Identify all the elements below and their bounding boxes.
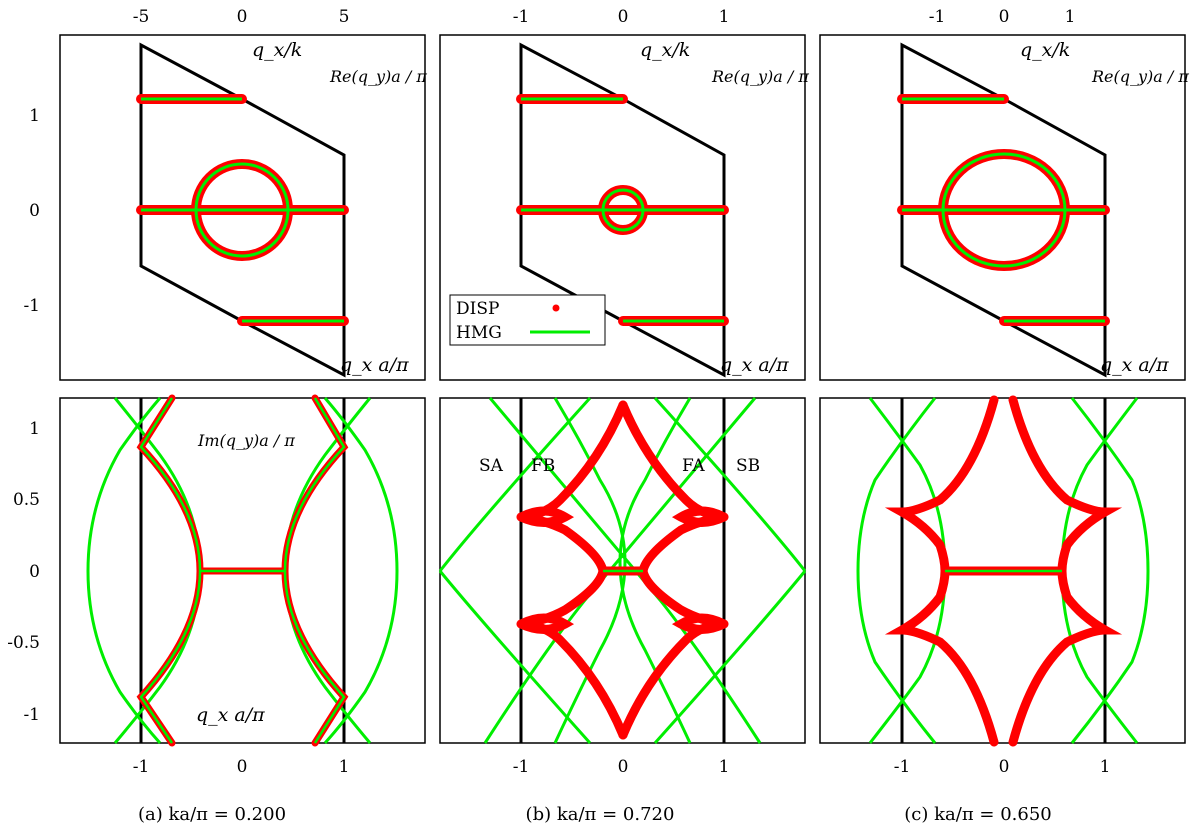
plot-frame — [819, 34, 1186, 381]
y-tick: -1 — [23, 296, 40, 316]
caption-a: (a) ka/π = 0.200 — [138, 804, 286, 825]
panel-a-top: -5 0 5 1 0 -1 q_x/k Re(q_y)a / π q_x a/π — [23, 7, 427, 381]
panel-c-top: -1 0 1 q_x/k Re(q_y)a / π q_x a/π — [819, 7, 1189, 381]
qx-axis-label: q_x a/π — [1100, 354, 1169, 376]
hmg-series — [141, 97, 344, 323]
top-axis-label: q_x/k — [252, 39, 302, 61]
x-tick: 1 — [719, 757, 730, 777]
caption-b: (b) ka/π = 0.720 — [526, 804, 675, 825]
sa-label: SA — [479, 456, 504, 476]
plot-frame — [59, 34, 426, 381]
im-qy-label: Im(q_y)a / π — [197, 431, 295, 450]
legend: DISP HMG — [449, 294, 606, 346]
top-tick: 5 — [339, 7, 350, 27]
top-axis-label: q_x/k — [1020, 39, 1070, 61]
top-tick: -5 — [133, 7, 150, 27]
top-tick: -1 — [513, 7, 530, 27]
y-tick: 0.5 — [13, 490, 40, 510]
re-qy-label: Re(q_y)a / π — [1091, 67, 1189, 86]
y-tick: 1 — [29, 419, 40, 439]
top-tick: 0 — [618, 7, 629, 27]
x-tick: 0 — [618, 757, 629, 777]
x-tick: 0 — [237, 757, 248, 777]
y-tick: 1 — [29, 106, 40, 126]
x-tick: -1 — [133, 757, 150, 777]
panel-b-top: -1 0 1 q_x/k Re(q_y)a / π q_x a/π DISP H… — [439, 7, 809, 381]
qx-axis-label: q_x a/π — [720, 354, 789, 376]
plot-frame — [439, 34, 806, 381]
panel-c-bottom: -1 0 1 — [819, 395, 1186, 777]
disp-series — [516, 400, 729, 740]
y-tick: -1 — [23, 705, 40, 725]
x-tick: 1 — [1100, 757, 1111, 777]
top-tick: 0 — [999, 7, 1010, 27]
top-tick: 1 — [1065, 7, 1076, 27]
y-tick: -0.5 — [7, 633, 40, 653]
re-qy-label: Re(q_y)a / π — [711, 67, 809, 86]
fb-label: FB — [531, 456, 555, 476]
top-tick: 1 — [719, 7, 730, 27]
y-tick: 0 — [29, 562, 40, 582]
legend-disp-marker — [552, 304, 560, 312]
hmg-series — [521, 97, 724, 323]
legend-hmg-label: HMG — [456, 323, 502, 343]
caption-c: (c) ka/π = 0.650 — [904, 804, 1051, 825]
x-tick: 0 — [999, 757, 1010, 777]
legend-disp-label: DISP — [456, 299, 499, 319]
plot-frame — [819, 397, 1186, 744]
x-tick: -1 — [513, 757, 530, 777]
hmg-overlay — [139, 397, 346, 744]
plot-frame — [59, 397, 426, 744]
fa-label: FA — [682, 456, 705, 476]
top-axis-label: q_x/k — [640, 39, 690, 61]
panel-b-bottom: SA FB FA SB -1 0 1 — [438, 396, 807, 777]
x-tick: -1 — [894, 757, 911, 777]
qx-axis-label: q_x a/π — [340, 354, 409, 376]
qx-axis-label: q_x a/π — [196, 704, 265, 726]
panel-a-bottom: 1 0.5 0 -0.5 -1 -1 0 1 Im(q_y)a / π q_x … — [7, 394, 426, 777]
hmg-series — [902, 97, 1105, 323]
y-tick: 0 — [29, 201, 40, 221]
x-tick: 1 — [339, 757, 350, 777]
disp-series — [884, 395, 1123, 747]
sb-label: SB — [736, 456, 760, 476]
top-tick: 0 — [237, 7, 248, 27]
re-qy-label: Re(q_y)a / π — [329, 67, 427, 86]
top-tick: -1 — [929, 7, 946, 27]
